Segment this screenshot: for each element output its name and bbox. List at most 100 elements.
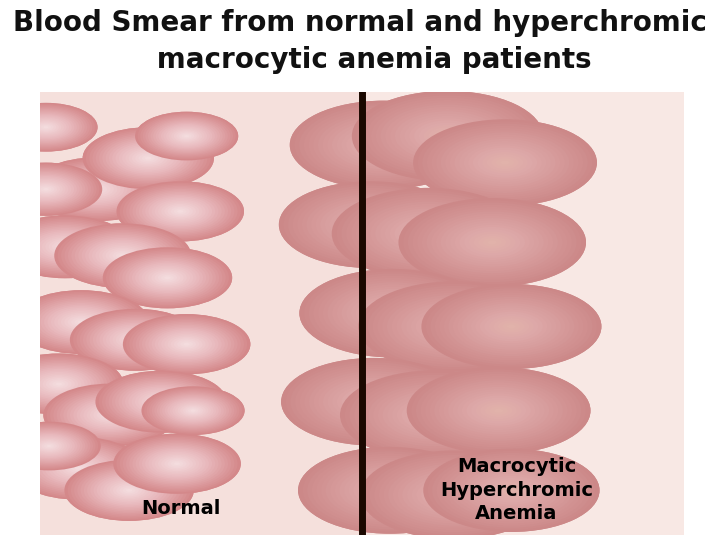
Ellipse shape — [92, 132, 204, 185]
Ellipse shape — [423, 231, 433, 236]
Ellipse shape — [109, 250, 225, 305]
Ellipse shape — [24, 295, 138, 349]
Ellipse shape — [179, 132, 194, 140]
Ellipse shape — [441, 218, 544, 267]
Ellipse shape — [332, 120, 435, 170]
Ellipse shape — [142, 266, 194, 290]
Ellipse shape — [58, 244, 72, 250]
Ellipse shape — [426, 482, 482, 508]
Ellipse shape — [103, 324, 168, 355]
Ellipse shape — [498, 484, 525, 497]
Ellipse shape — [116, 253, 219, 302]
Ellipse shape — [129, 187, 231, 235]
Ellipse shape — [459, 465, 564, 515]
Ellipse shape — [408, 202, 577, 282]
Ellipse shape — [155, 329, 218, 359]
Ellipse shape — [411, 404, 459, 426]
Ellipse shape — [351, 391, 397, 413]
Ellipse shape — [138, 113, 235, 159]
Ellipse shape — [369, 455, 539, 535]
Ellipse shape — [117, 435, 238, 492]
Ellipse shape — [178, 403, 209, 418]
Ellipse shape — [315, 199, 426, 251]
Ellipse shape — [84, 402, 137, 428]
Ellipse shape — [0, 167, 94, 212]
Ellipse shape — [321, 458, 459, 523]
Ellipse shape — [37, 185, 55, 193]
Ellipse shape — [48, 239, 82, 255]
Ellipse shape — [155, 453, 199, 474]
Ellipse shape — [427, 126, 583, 200]
Ellipse shape — [117, 181, 244, 241]
Ellipse shape — [39, 441, 60, 451]
Ellipse shape — [158, 330, 215, 357]
Ellipse shape — [462, 393, 536, 428]
Ellipse shape — [109, 377, 214, 427]
Ellipse shape — [30, 120, 61, 134]
Ellipse shape — [109, 249, 136, 262]
Ellipse shape — [180, 341, 193, 347]
Ellipse shape — [346, 195, 510, 272]
Ellipse shape — [373, 386, 496, 444]
Ellipse shape — [423, 449, 600, 532]
Ellipse shape — [374, 457, 534, 532]
Ellipse shape — [305, 369, 444, 435]
Ellipse shape — [57, 170, 138, 208]
Ellipse shape — [106, 247, 140, 264]
Ellipse shape — [174, 338, 199, 350]
Ellipse shape — [318, 278, 468, 349]
Ellipse shape — [119, 255, 216, 301]
Ellipse shape — [148, 326, 225, 362]
Ellipse shape — [27, 296, 135, 348]
Ellipse shape — [122, 256, 212, 299]
Ellipse shape — [177, 210, 184, 213]
Ellipse shape — [379, 460, 529, 530]
Ellipse shape — [184, 135, 189, 137]
Ellipse shape — [163, 125, 210, 147]
Ellipse shape — [125, 335, 145, 345]
Ellipse shape — [33, 159, 161, 219]
Ellipse shape — [352, 216, 389, 233]
Ellipse shape — [450, 137, 560, 188]
Ellipse shape — [37, 301, 125, 343]
Ellipse shape — [132, 261, 203, 295]
Ellipse shape — [96, 371, 227, 433]
Ellipse shape — [371, 100, 524, 172]
Ellipse shape — [81, 236, 163, 275]
Ellipse shape — [316, 456, 464, 525]
Ellipse shape — [439, 293, 583, 361]
Ellipse shape — [145, 325, 228, 364]
Ellipse shape — [0, 164, 99, 214]
Ellipse shape — [431, 288, 593, 364]
Ellipse shape — [44, 443, 54, 449]
Ellipse shape — [409, 225, 448, 242]
Ellipse shape — [388, 464, 520, 526]
Ellipse shape — [0, 105, 92, 149]
Ellipse shape — [68, 463, 88, 473]
Ellipse shape — [1, 356, 117, 411]
Ellipse shape — [403, 200, 581, 285]
Ellipse shape — [116, 252, 130, 259]
Ellipse shape — [294, 103, 472, 187]
Ellipse shape — [354, 377, 516, 453]
Ellipse shape — [123, 184, 238, 239]
Ellipse shape — [78, 320, 84, 323]
Ellipse shape — [30, 298, 132, 346]
Ellipse shape — [281, 358, 467, 446]
Ellipse shape — [96, 371, 227, 433]
Ellipse shape — [377, 291, 531, 363]
Ellipse shape — [141, 393, 181, 411]
Ellipse shape — [338, 210, 403, 240]
Ellipse shape — [480, 402, 517, 419]
Ellipse shape — [25, 118, 67, 137]
Ellipse shape — [123, 438, 231, 489]
Ellipse shape — [337, 384, 411, 419]
Ellipse shape — [453, 389, 544, 433]
Ellipse shape — [64, 460, 194, 521]
Ellipse shape — [387, 295, 521, 358]
Ellipse shape — [84, 183, 111, 195]
Ellipse shape — [99, 323, 171, 357]
Ellipse shape — [367, 480, 413, 501]
Ellipse shape — [116, 484, 142, 496]
Ellipse shape — [414, 227, 443, 240]
